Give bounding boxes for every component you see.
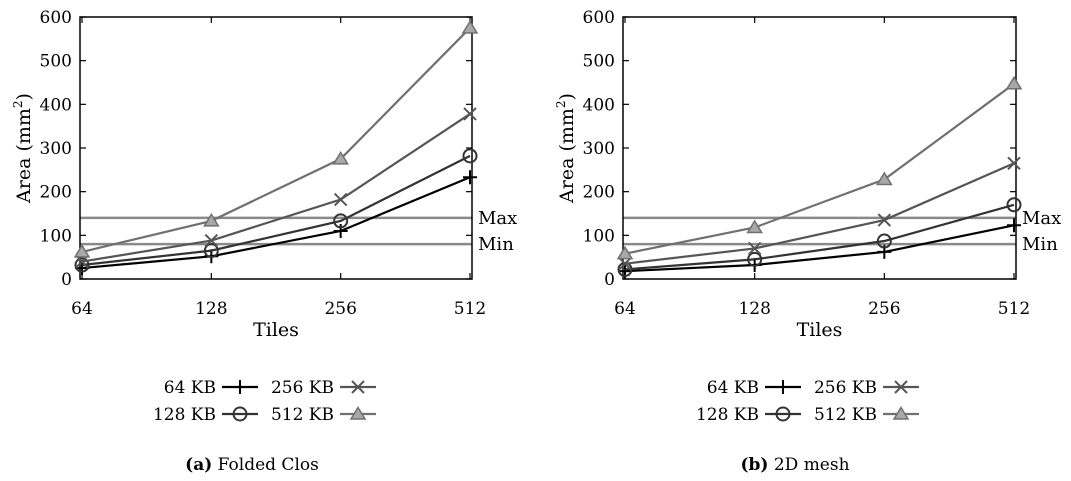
x-tick-label: 256 <box>324 299 356 319</box>
legend-swatch-marker <box>349 406 367 420</box>
chart-panel-2: Max Min 0 100 200 300 400 500 600 64 128 256 512 Tile… <box>554 8 1061 475</box>
y-tick-label: 200 <box>583 183 615 203</box>
reference-label-max: Max <box>478 208 517 229</box>
y-tick-label: 200 <box>40 183 72 203</box>
reference-label-min: Min <box>1022 234 1058 255</box>
y-tick-label: 400 <box>40 95 72 115</box>
data-point-128-kb <box>74 257 90 273</box>
x-tick-label: 64 <box>614 299 636 319</box>
figure-caption: (a) Folded Clos <box>185 455 319 475</box>
legend-label: 64 KB <box>164 378 216 398</box>
caption-tag: (b) <box>740 455 768 475</box>
series-line-256-kb <box>81 113 471 263</box>
plot-frame <box>79 16 473 280</box>
x-tick-label: 128 <box>195 299 227 319</box>
reference-label-max: Max <box>1022 208 1061 229</box>
legend-swatch-marker <box>775 406 791 422</box>
y-axis-label: Area (mm2) <box>11 93 35 204</box>
legend: 64 KB 256 KB 128 KB 512 KB <box>696 378 919 425</box>
plot-frame <box>622 16 1017 280</box>
data-point-128-kb <box>1006 197 1022 213</box>
series-line-128-kb <box>624 203 1015 271</box>
data-point-128-kb <box>203 243 219 259</box>
legend-label: 256 KB <box>271 378 334 398</box>
y-tick-label: 600 <box>40 8 72 28</box>
data-point-256-kb <box>1007 156 1021 170</box>
data-point-128-kb <box>876 233 892 249</box>
y-axis-label-end: ) <box>556 93 578 100</box>
legend-swatch-marker <box>776 380 790 394</box>
legend-label: 128 KB <box>153 405 216 425</box>
data-point-512-kb <box>875 171 893 186</box>
reference-label-min: Min <box>478 234 514 255</box>
y-axis-label-main: Area (mm <box>13 108 35 204</box>
series-line-64-kb <box>624 224 1015 273</box>
data-point-512-kb <box>1005 75 1023 90</box>
legend-swatch-marker <box>233 380 247 394</box>
data-point-256-kb <box>333 192 348 207</box>
y-axis-label-end: ) <box>13 93 35 100</box>
caption-text: Folded Clos <box>212 455 319 475</box>
x-tick-label: 128 <box>738 299 770 319</box>
data-point-256-kb <box>204 233 219 248</box>
x-tick-label: 512 <box>454 299 486 319</box>
data-point-128-kb <box>462 148 478 164</box>
data-point-512-kb <box>746 219 764 234</box>
y-tick-label: 500 <box>40 52 72 72</box>
y-tick-label: 500 <box>583 52 615 72</box>
chart-panel-1: Max Min 0 100 200 300 400 500 600 64 128 256 512 Tile… <box>11 8 517 475</box>
y-tick-label: 0 <box>604 270 615 290</box>
x-axis-label: Tiles <box>253 319 299 341</box>
legend-swatch-marker <box>892 406 910 420</box>
legend-swatch-marker <box>894 380 908 394</box>
series-line-64-kb <box>81 176 471 270</box>
legend-label: 256 KB <box>814 378 877 398</box>
figure-caption: (b) 2D mesh <box>740 455 849 475</box>
y-tick-label: 0 <box>61 270 72 290</box>
data-point-512-kb <box>616 245 634 260</box>
data-point-256-kb <box>747 241 762 256</box>
series-line-128-kb <box>81 154 471 267</box>
caption-tag: (a) <box>185 455 212 475</box>
x-axis-label: Tiles <box>797 319 843 341</box>
data-point-64-kb <box>1007 218 1021 233</box>
data-point-512-kb <box>73 243 91 258</box>
y-tick-label: 300 <box>583 139 615 159</box>
data-point-256-kb <box>877 213 892 227</box>
x-tick-label: 64 <box>71 299 93 319</box>
series-line-512-kb <box>81 27 471 253</box>
y-axis-label-superscript: 2 <box>554 100 568 108</box>
data-point-64-kb <box>463 170 477 185</box>
legend-label: 64 KB <box>707 378 759 398</box>
caption-text: 2D mesh <box>768 455 849 475</box>
data-point-256-kb <box>463 107 477 121</box>
legend-swatch-marker <box>351 380 365 394</box>
y-tick-label: 100 <box>40 226 72 246</box>
data-point-512-kb <box>332 150 350 165</box>
y-tick-label: 300 <box>40 139 72 159</box>
data-point-128-kb <box>333 213 349 229</box>
data-point-128-kb <box>747 251 763 267</box>
y-axis-label-superscript: 2 <box>11 100 25 108</box>
legend-label: 128 KB <box>696 405 759 425</box>
x-tick-label: 512 <box>998 299 1030 319</box>
y-tick-label: 400 <box>583 95 615 115</box>
data-point-64-kb <box>333 223 348 238</box>
data-point-512-kb <box>461 19 479 34</box>
legend-swatch-marker <box>232 406 248 422</box>
x-tick-label: 256 <box>868 299 900 319</box>
legend-label: 512 KB <box>814 405 877 425</box>
series-line-256-kb <box>624 162 1015 265</box>
y-axis-label: Area (mm2) <box>554 93 578 204</box>
legend-label: 512 KB <box>271 405 334 425</box>
data-point-256-kb <box>618 257 632 271</box>
y-tick-label: 600 <box>583 8 615 28</box>
legend: 64 KB 256 KB 128 KB 512 KB <box>153 378 376 425</box>
y-axis-label-main: Area (mm <box>556 108 578 204</box>
y-tick-label: 100 <box>583 226 615 246</box>
series-line-512-kb <box>624 82 1015 255</box>
data-point-512-kb <box>202 212 220 227</box>
